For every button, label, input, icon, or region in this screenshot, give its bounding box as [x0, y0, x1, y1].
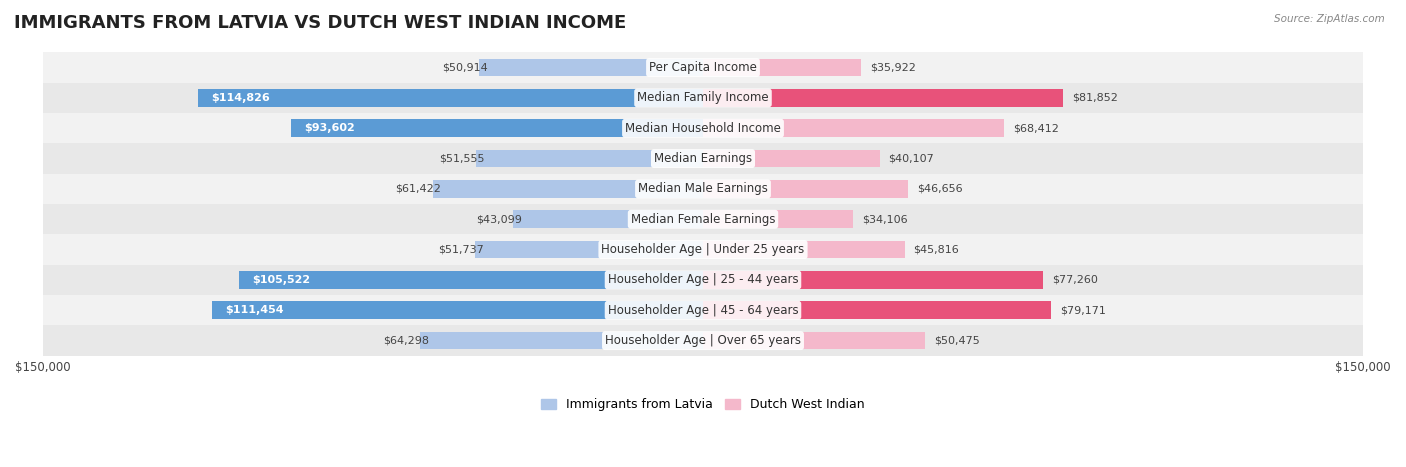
Text: $46,656: $46,656	[917, 184, 963, 194]
Text: Median Household Income: Median Household Income	[626, 122, 780, 134]
Text: Median Family Income: Median Family Income	[637, 92, 769, 105]
Text: $50,475: $50,475	[934, 336, 980, 346]
Bar	[703, 120, 1004, 137]
Bar	[420, 332, 703, 349]
Bar	[42, 325, 1364, 356]
Text: $51,555: $51,555	[440, 154, 485, 163]
Bar	[42, 204, 1364, 234]
Bar	[513, 211, 703, 228]
Text: $51,737: $51,737	[439, 245, 484, 255]
Text: $111,454: $111,454	[226, 305, 284, 315]
Text: $34,106: $34,106	[862, 214, 907, 224]
Bar	[703, 332, 925, 349]
Bar	[42, 143, 1364, 174]
Text: $105,522: $105,522	[252, 275, 309, 285]
Bar	[239, 271, 703, 289]
Text: $77,260: $77,260	[1052, 275, 1098, 285]
Text: $64,298: $64,298	[382, 336, 429, 346]
Bar	[475, 241, 703, 258]
Bar	[42, 52, 1364, 83]
Bar	[42, 265, 1364, 295]
Text: $81,852: $81,852	[1071, 93, 1118, 103]
Bar	[479, 59, 703, 76]
Text: $50,914: $50,914	[441, 63, 488, 72]
Bar	[42, 295, 1364, 325]
Text: $45,816: $45,816	[914, 245, 959, 255]
Bar	[291, 120, 703, 137]
Bar	[703, 150, 880, 167]
Text: Householder Age | Over 65 years: Householder Age | Over 65 years	[605, 334, 801, 347]
Bar	[42, 113, 1364, 143]
Bar	[703, 59, 860, 76]
Text: $35,922: $35,922	[870, 63, 915, 72]
Text: Median Male Earnings: Median Male Earnings	[638, 183, 768, 195]
Text: IMMIGRANTS FROM LATVIA VS DUTCH WEST INDIAN INCOME: IMMIGRANTS FROM LATVIA VS DUTCH WEST IND…	[14, 14, 626, 32]
Bar	[703, 180, 908, 198]
Text: $43,099: $43,099	[477, 214, 522, 224]
Text: $68,412: $68,412	[1012, 123, 1059, 133]
Text: $40,107: $40,107	[889, 154, 934, 163]
Text: $61,422: $61,422	[395, 184, 441, 194]
Legend: Immigrants from Latvia, Dutch West Indian: Immigrants from Latvia, Dutch West India…	[536, 393, 870, 416]
Bar	[42, 83, 1364, 113]
Bar	[212, 302, 703, 319]
Bar	[198, 89, 703, 106]
Bar	[703, 241, 904, 258]
Bar	[703, 89, 1063, 106]
Bar	[477, 150, 703, 167]
Text: Householder Age | Under 25 years: Householder Age | Under 25 years	[602, 243, 804, 256]
Text: $79,171: $79,171	[1060, 305, 1107, 315]
Text: Householder Age | 45 - 64 years: Householder Age | 45 - 64 years	[607, 304, 799, 317]
Text: Per Capita Income: Per Capita Income	[650, 61, 756, 74]
Bar	[703, 302, 1052, 319]
Text: $114,826: $114,826	[211, 93, 270, 103]
Text: Median Earnings: Median Earnings	[654, 152, 752, 165]
Text: Source: ZipAtlas.com: Source: ZipAtlas.com	[1274, 14, 1385, 24]
Bar	[703, 211, 853, 228]
Text: Householder Age | 25 - 44 years: Householder Age | 25 - 44 years	[607, 274, 799, 286]
Text: $93,602: $93,602	[304, 123, 354, 133]
Bar	[42, 174, 1364, 204]
Bar	[42, 234, 1364, 265]
Bar	[433, 180, 703, 198]
Bar	[703, 271, 1043, 289]
Text: Median Female Earnings: Median Female Earnings	[631, 213, 775, 226]
